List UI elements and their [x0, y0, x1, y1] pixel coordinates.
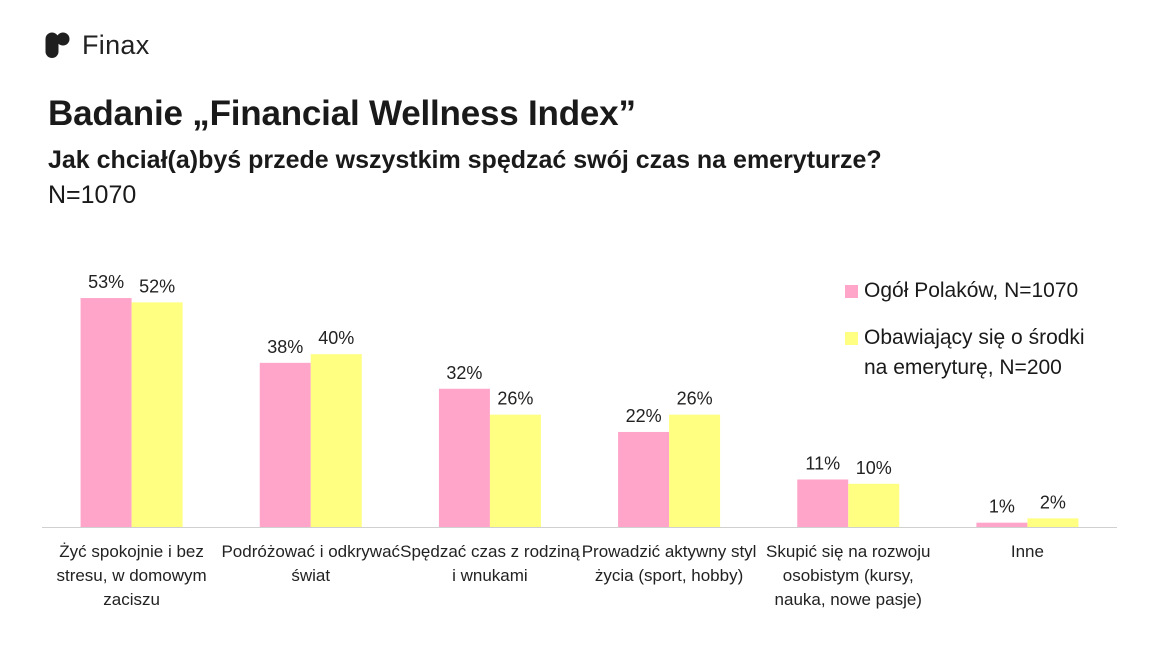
- bar-s2-c2: [310, 354, 362, 527]
- category-label-5: Skupić się na rozwoju osobistym (kursy, …: [766, 542, 931, 609]
- value-label-s1-c5: 11%: [805, 453, 840, 473]
- value-label-s1-c4: 22%: [626, 406, 662, 426]
- category-label-3: Spędzać czas z rodziną i wnukami: [400, 542, 580, 585]
- page-title: Badanie „Financial Wellness Index”: [48, 94, 636, 133]
- brand-logo: Finax: [44, 30, 150, 61]
- bar-s1-c4: [618, 431, 670, 527]
- value-label-s2-c3: 26%: [497, 389, 533, 409]
- value-label-s1-c1: 53%: [88, 272, 124, 292]
- bar-s1-c3: [438, 388, 490, 527]
- value-label-s1-c6: 1%: [989, 497, 1015, 517]
- legend-swatch-series-1: [845, 285, 858, 298]
- chart-legend: Ogół Polaków, N=1070 Obawiający się o śr…: [845, 276, 1109, 400]
- bar-s2-c3: [489, 414, 541, 527]
- category-label-1: Żyć spokojnie i bez stresu, w domowym za…: [56, 542, 207, 609]
- value-label-s2-c2: 40%: [318, 328, 354, 348]
- brand-name: Finax: [82, 30, 150, 60]
- bar-s1-c5: [797, 479, 849, 527]
- category-label-6: Inne: [1010, 542, 1044, 561]
- category-label-4: Prowadzić aktywny styl życia (sport, hob…: [581, 542, 757, 585]
- bar-s1-c2: [259, 362, 311, 527]
- finax-logo-icon: [45, 32, 70, 58]
- legend-item-series-1: Ogół Polaków, N=1070: [845, 276, 1109, 306]
- value-label-s1-c2: 38%: [267, 337, 303, 357]
- value-label-s2-c4: 26%: [677, 389, 713, 409]
- legend-label-series-2: Obawiający się o środki na emeryturę, N=…: [864, 326, 1085, 379]
- sample-size: N=1070: [48, 181, 137, 209]
- legend-label-series-1: Ogół Polaków, N=1070: [864, 279, 1079, 302]
- value-label-s1-c3: 32%: [446, 363, 482, 383]
- value-label-s2-c1: 52%: [139, 276, 175, 296]
- value-label-s2-c6: 2%: [1040, 492, 1066, 512]
- bar-s1-c1: [80, 298, 132, 527]
- bar-s2-c1: [131, 302, 183, 527]
- legend-swatch-series-2: [845, 332, 858, 345]
- bar-s2-c5: [848, 483, 900, 527]
- category-label-2: Podróżować i odkrywać świat: [221, 542, 401, 585]
- legend-item-series-2: Obawiający się o środki na emeryturę, N=…: [845, 323, 1109, 383]
- bar-s2-c4: [669, 414, 721, 527]
- bar-s2-c6: [1027, 518, 1079, 527]
- value-label-s2-c5: 10%: [856, 458, 892, 478]
- chart-question: Jak chciał(a)byś przede wszystkim spędza…: [48, 146, 882, 174]
- bar-s1-c6: [976, 522, 1028, 527]
